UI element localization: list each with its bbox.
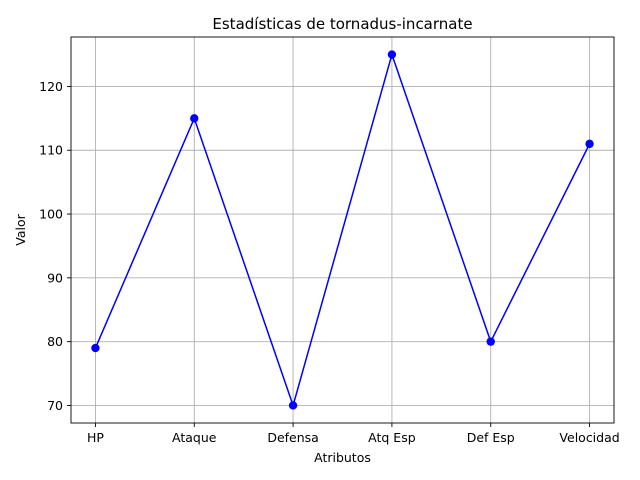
y-tick-label: 70 (47, 398, 63, 413)
x-axis-label: Atributos (314, 450, 371, 465)
data-point (387, 50, 397, 59)
data-point (91, 343, 100, 353)
x-tick-label: Defensa (267, 430, 319, 445)
x-tick-label: Def Esp (467, 430, 515, 445)
plot-frame (70, 36, 615, 424)
series-line (94, 52, 591, 408)
series-layer (91, 50, 594, 410)
y-tick-label: 100 (39, 207, 63, 222)
y-tick-label: 90 (47, 270, 63, 285)
x-tick-label: HP (87, 430, 104, 445)
data-point (288, 401, 298, 410)
data-point (486, 337, 495, 346)
data-point (585, 139, 594, 149)
chart-title: Estadísticas de tornadus-incarnate (212, 15, 472, 33)
x-tick-label: Atq Esp (368, 430, 416, 445)
x-axis: HP Ataque Defensa Atq Esp Def Esp Velocidad (87, 423, 620, 445)
x-tick-label: Velocidad (559, 430, 619, 445)
y-axis-label: Valor (13, 213, 28, 245)
y-tick-label: 80 (47, 334, 63, 349)
y-axis: 70 80 90 100 110 120 (39, 79, 71, 413)
x-tick-label: Ataque (172, 430, 217, 445)
y-tick-label: 110 (39, 143, 63, 158)
y-tick-label: 120 (39, 79, 63, 94)
data-point (190, 114, 199, 123)
grid (71, 37, 614, 423)
